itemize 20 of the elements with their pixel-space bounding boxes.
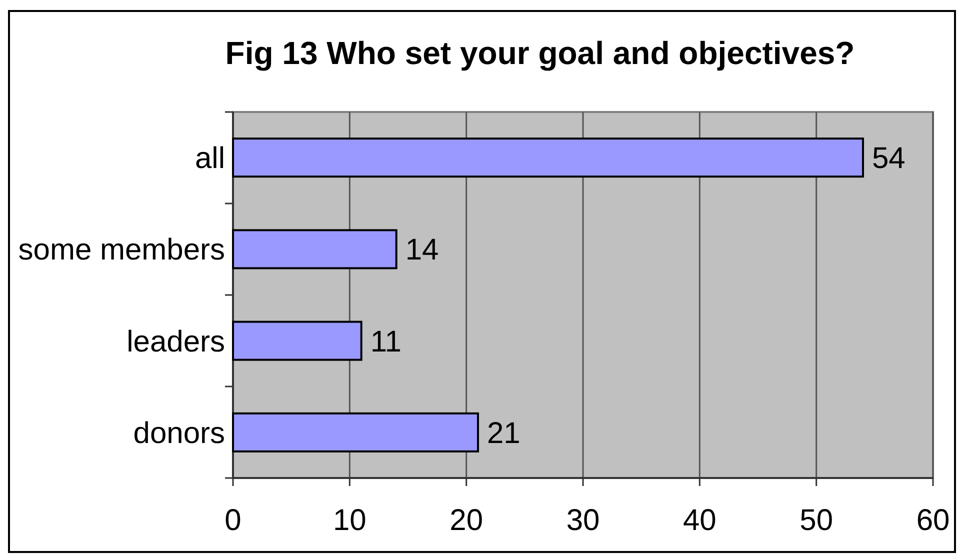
x-tick-label: 40	[682, 504, 716, 537]
y-tick-label: all	[194, 142, 225, 176]
y-tick-label: leaders	[126, 325, 225, 358]
chart-title: Fig 13 Who set your goal and objectives?	[225, 35, 855, 71]
bar	[232, 320, 362, 361]
x-tick-label: 10	[332, 504, 366, 537]
data-label: 14	[405, 234, 439, 267]
x-tick-label: 20	[450, 504, 484, 537]
y-tick-label: some members	[18, 234, 225, 267]
bar	[232, 138, 864, 178]
bar	[232, 412, 479, 452]
bar	[232, 229, 398, 270]
x-tick-label: 0	[224, 504, 242, 537]
data-label: 54	[872, 142, 906, 176]
y-tick-label: donors	[133, 416, 225, 450]
x-tick-label: 60	[916, 504, 950, 537]
x-tick-label: 50	[800, 504, 834, 537]
data-label: 21	[487, 416, 520, 450]
x-tick-label: 30	[566, 504, 600, 537]
data-label: 11	[370, 325, 402, 358]
